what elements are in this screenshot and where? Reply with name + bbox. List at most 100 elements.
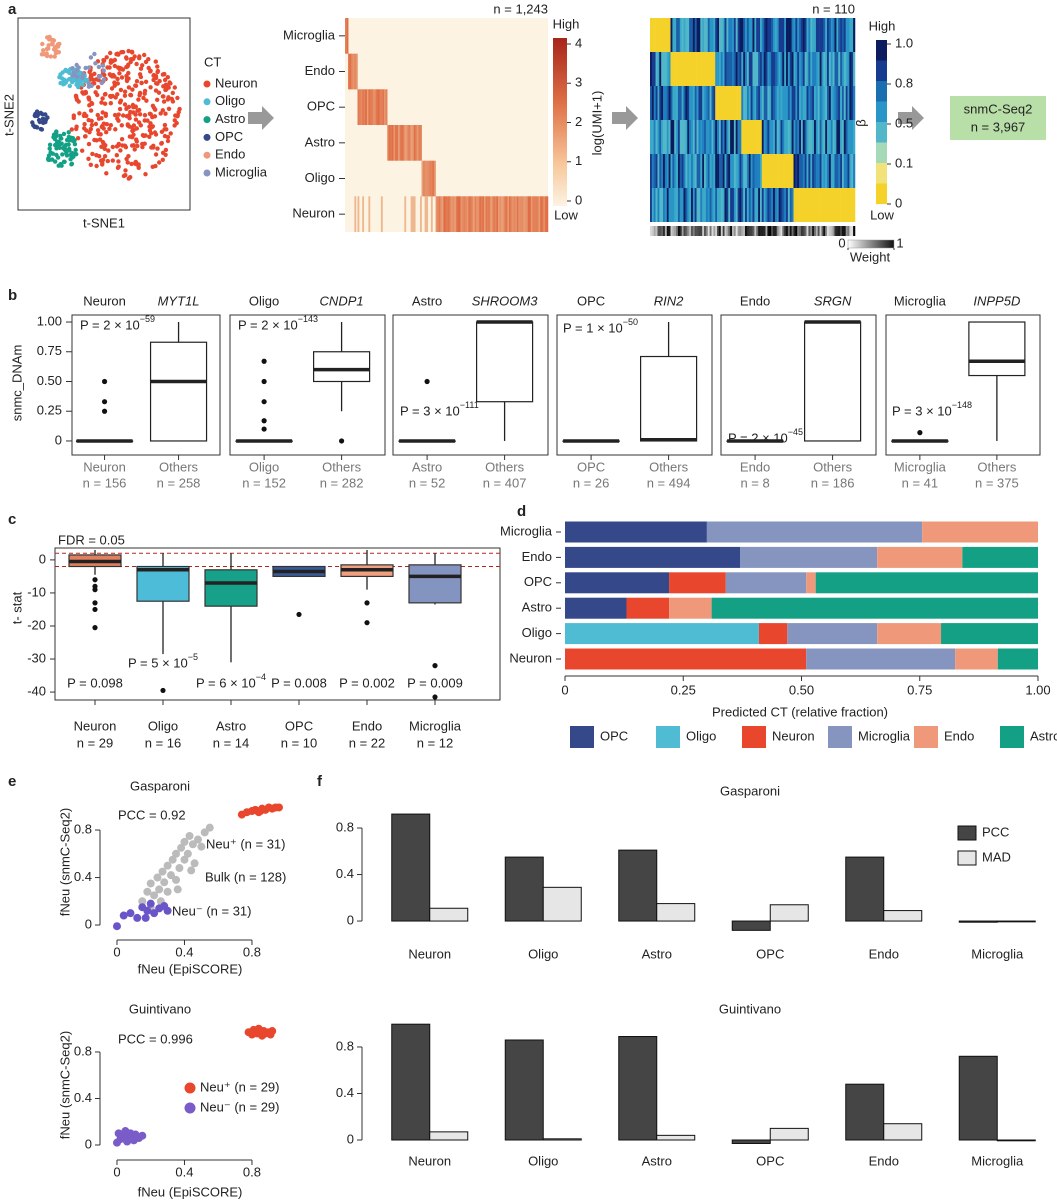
bar-segment	[922, 521, 1038, 543]
heatmap-cell	[430, 196, 433, 232]
heatmap-cell	[373, 89, 375, 125]
heatmap-cell	[760, 188, 763, 222]
heatmap-cell	[376, 89, 379, 125]
heatmap-cell	[808, 86, 811, 120]
tsne-point	[84, 128, 89, 133]
tsne-point	[168, 131, 173, 136]
legend-title: CT	[204, 54, 221, 69]
tsne-point	[66, 130, 71, 135]
tsne-point	[160, 157, 165, 162]
heatmap-cell	[670, 188, 673, 222]
heatmap-cell	[705, 18, 709, 52]
heatmap-cell	[664, 18, 668, 52]
heatmap-cell	[823, 120, 826, 154]
heatmap-cell	[765, 154, 768, 188]
heatmap-cell	[845, 154, 848, 188]
tsne-point	[73, 147, 78, 153]
weight-cell	[748, 226, 751, 236]
tsne-point	[88, 55, 94, 60]
point	[143, 906, 152, 915]
colorbar-high: High	[553, 16, 580, 31]
n-label: n = 282	[320, 475, 364, 490]
x-tick-label: Astro	[412, 459, 442, 474]
heatmap-cell	[696, 52, 699, 86]
tsne-point	[117, 100, 123, 105]
heatmap-cell	[377, 89, 380, 125]
heatmap-cell	[683, 120, 686, 154]
plot-frame	[54, 547, 501, 701]
weight-cell	[664, 226, 668, 236]
heatmap-cell	[724, 120, 727, 154]
tsne-point	[122, 102, 128, 107]
tsne-point	[147, 134, 152, 139]
tsne-point	[68, 157, 73, 162]
heatmap-cell	[789, 154, 792, 188]
tsne-point	[70, 151, 75, 156]
point	[150, 909, 159, 918]
tsne-point	[141, 95, 146, 101]
tsne-point	[43, 119, 48, 125]
heatmap-cell	[761, 52, 764, 86]
bar-segment	[997, 648, 1038, 670]
heatmap-cell	[672, 52, 675, 86]
heatmap-cell	[387, 125, 390, 161]
tsne-point	[38, 126, 44, 132]
heatmap-cell	[672, 120, 675, 154]
heatmap-cell	[650, 52, 653, 86]
tsne-point	[54, 152, 59, 158]
heatmap-cell	[728, 120, 731, 154]
heatmap-cell	[705, 52, 709, 86]
heatmap-cell	[774, 188, 778, 222]
tsne-point	[100, 63, 106, 68]
heatmap-cell	[789, 52, 792, 86]
heatmap-cell	[819, 18, 822, 52]
y-tick-label: 0	[55, 432, 62, 447]
tsne-point	[144, 98, 149, 103]
heatmap-cell	[732, 52, 735, 86]
tsne-point	[132, 54, 137, 59]
heatmap-cell	[365, 89, 368, 125]
weight-cell	[745, 226, 748, 236]
heatmap-cell	[679, 86, 682, 120]
heatmap-cell	[832, 188, 835, 222]
heatmap-cell	[735, 86, 738, 120]
tsne-point	[88, 108, 94, 113]
heatmap-cell	[679, 154, 682, 188]
point	[193, 835, 202, 844]
heatmap-cell	[732, 120, 735, 154]
heatmap-cell	[726, 86, 729, 120]
weight-cell	[845, 226, 848, 236]
heatmap-cell	[802, 52, 805, 86]
heatmap-cell	[496, 196, 499, 232]
heatmap-cell	[462, 196, 464, 232]
heatmap-cell	[793, 120, 796, 154]
tsne-point	[115, 116, 120, 121]
heatmap-cell	[743, 86, 746, 120]
tsne-point	[161, 94, 166, 99]
heatmap-cell	[735, 18, 738, 52]
tsne-point	[128, 93, 134, 98]
tsne-point	[59, 76, 65, 81]
y-tick-label: 0	[347, 912, 354, 927]
heatmap-cell	[692, 120, 696, 154]
heatmap-cell	[784, 120, 787, 154]
heatmap-cell	[722, 120, 725, 154]
heatmap-cell	[808, 188, 811, 222]
weight-cell	[728, 226, 731, 236]
heatmap-cell	[676, 154, 679, 188]
heatmap-cell	[784, 154, 787, 188]
tsne-point	[67, 148, 72, 153]
heatmap-cell	[724, 52, 727, 86]
bar	[731, 920, 771, 931]
tsne-point	[92, 51, 97, 57]
heatmap-cell	[711, 154, 714, 188]
tsne-point	[99, 100, 104, 105]
heatmap-cell	[765, 18, 768, 52]
heatmap-cell	[786, 120, 789, 154]
heatmap-cell	[799, 154, 802, 188]
tsne-point	[158, 111, 163, 116]
heatmap-cell	[670, 120, 673, 154]
point	[168, 855, 177, 864]
heatmap-cell	[739, 188, 742, 222]
heatmap-cell	[836, 52, 839, 86]
